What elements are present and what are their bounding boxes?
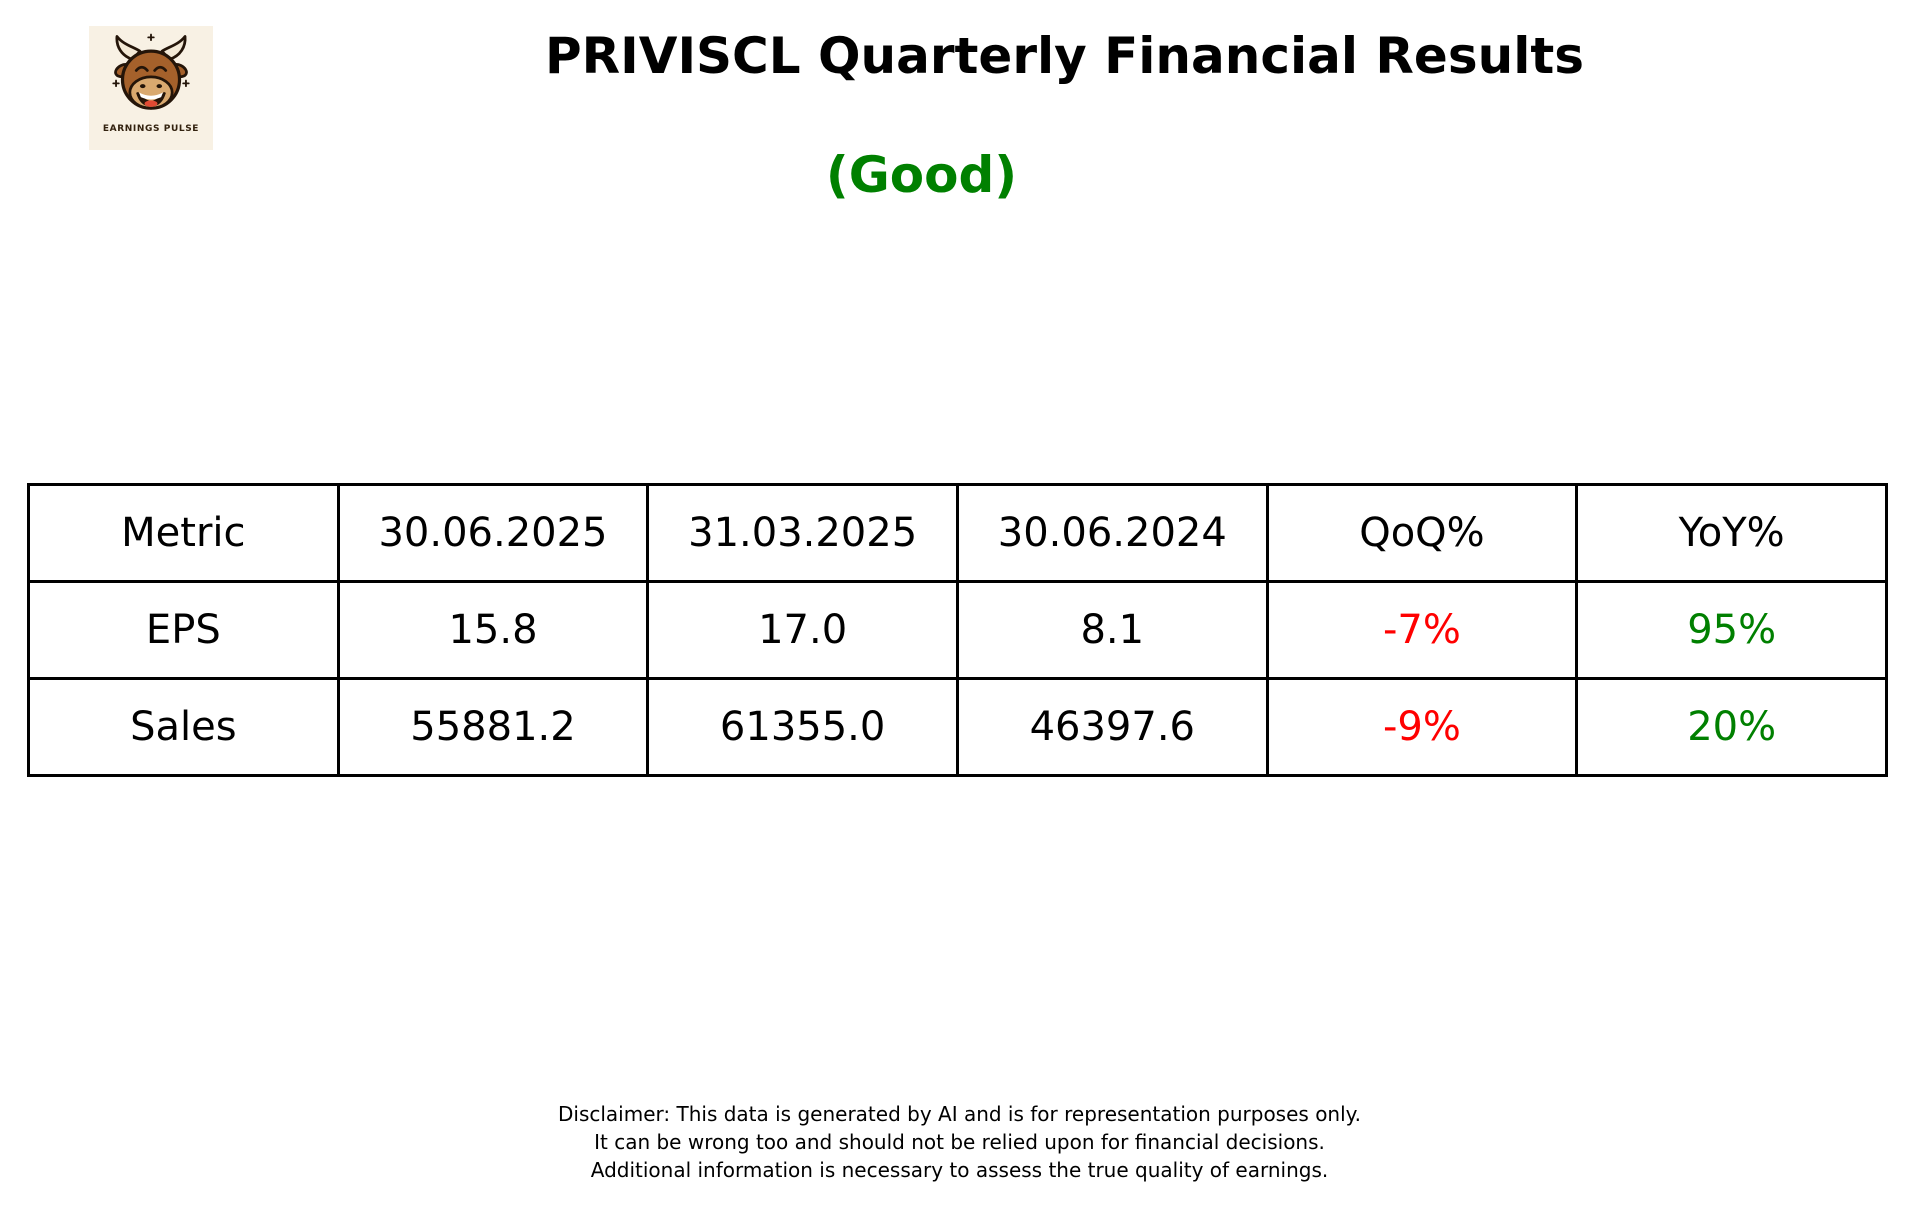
cell-eps-q2: 17.0	[646, 580, 959, 680]
cell-sales-metric: Sales	[27, 677, 340, 777]
cell-sales-q1: 55881.2	[336, 677, 650, 777]
table-header-row: Metric 30.06.2025 31.03.2025 30.06.2024 …	[27, 483, 1888, 583]
header-cell-31-03-2025: 31.03.2025	[646, 483, 959, 583]
cell-sales-qoq: -9%	[1265, 677, 1579, 777]
cell-sales-q2: 61355.0	[646, 677, 959, 777]
page-title: PRIVISCL Quarterly Financial Results	[545, 27, 1584, 85]
table-row-eps: EPS 15.8 17.0 8.1 -7% 95%	[27, 580, 1888, 680]
cell-eps-metric: EPS	[27, 580, 340, 680]
header-cell-metric: Metric	[27, 483, 340, 583]
header-cell-30-06-2025: 30.06.2025	[336, 483, 650, 583]
verdict-label: (Good)	[825, 146, 1018, 204]
table-row-sales: Sales 55881.2 61355.0 46397.6 -9% 20%	[27, 677, 1888, 777]
cell-sales-yoy: 20%	[1575, 677, 1888, 777]
disclaimer-line-2: It can be wrong too and should not be re…	[594, 1130, 1325, 1154]
results-table-container: Metric 30.06.2025 31.03.2025 30.06.2024 …	[27, 483, 1888, 777]
brand-name: EARNINGS PULSE	[102, 124, 200, 134]
header-cell-30-06-2024: 30.06.2024	[955, 483, 1269, 583]
cell-eps-yoy: 95%	[1575, 580, 1888, 680]
brand-logo: EARNINGS PULSE	[89, 26, 213, 150]
header-cell-yoy: YoY%	[1575, 483, 1888, 583]
disclaimer-line-1: Disclaimer: This data is generated by AI…	[558, 1102, 1361, 1126]
disclaimer: Disclaimer: This data is generated by AI…	[0, 1100, 1919, 1184]
cell-eps-qoq: -7%	[1265, 580, 1579, 680]
bull-icon	[112, 33, 190, 110]
cell-eps-q1: 15.8	[336, 580, 650, 680]
results-table: Metric 30.06.2025 31.03.2025 30.06.2024 …	[27, 483, 1888, 777]
header-cell-qoq: QoQ%	[1265, 483, 1579, 583]
disclaimer-line-3: Additional information is necessary to a…	[590, 1158, 1329, 1182]
cell-sales-q3: 46397.6	[955, 677, 1269, 777]
cell-eps-q3: 8.1	[955, 580, 1269, 680]
